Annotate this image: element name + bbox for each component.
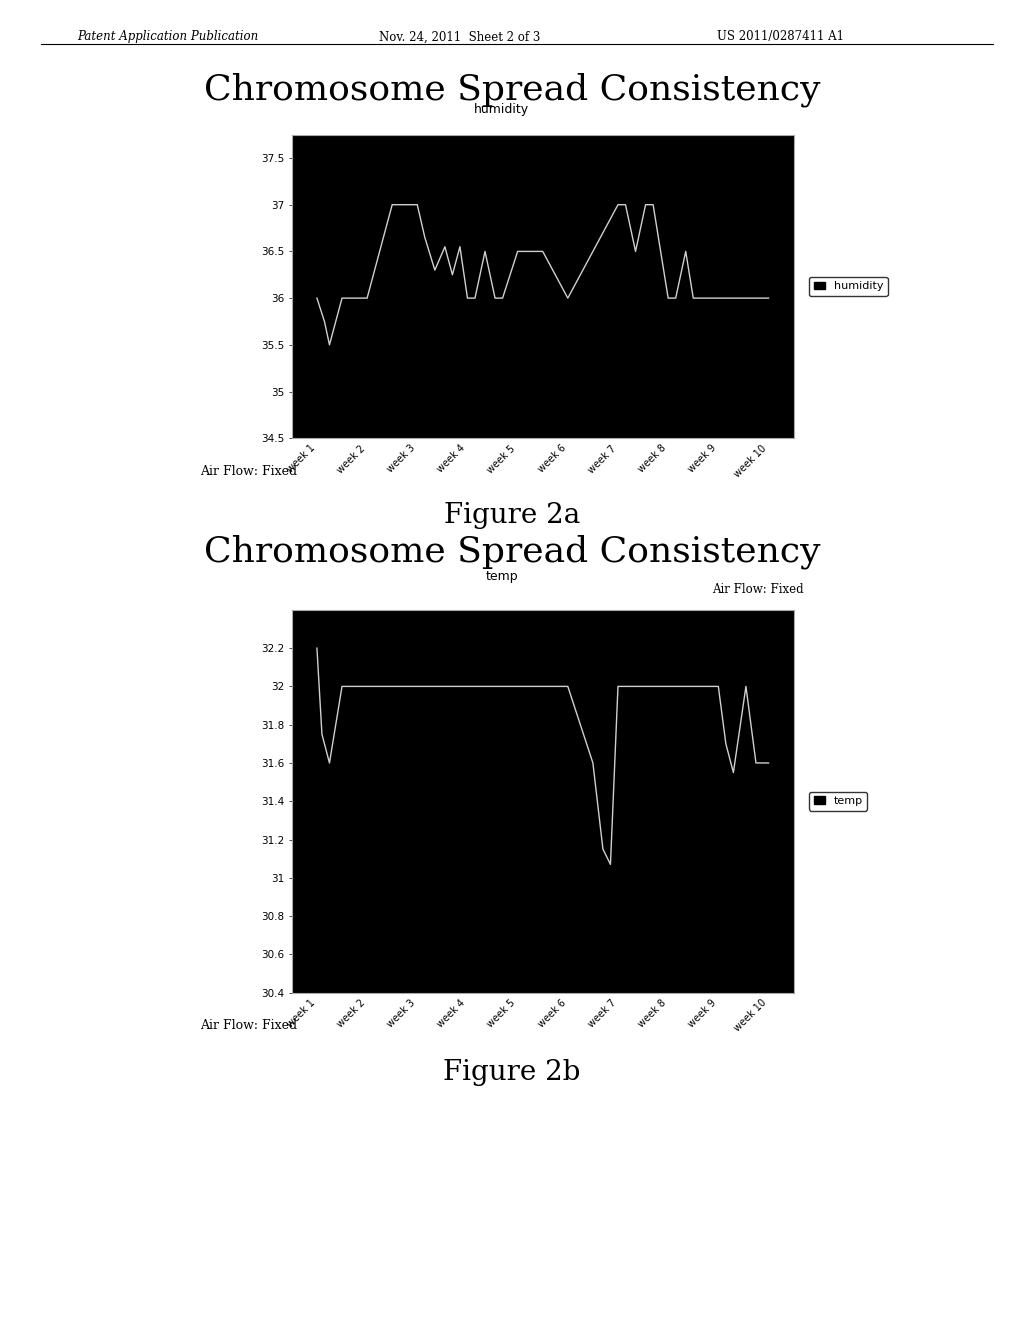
Text: humidity: humidity [474,103,529,116]
Text: Chromosome Spread Consistency: Chromosome Spread Consistency [204,535,820,569]
Text: Air Flow: Fixed: Air Flow: Fixed [713,583,804,597]
Legend: temp: temp [809,792,867,810]
Text: Air Flow: Fixed: Air Flow: Fixed [200,1019,297,1032]
Legend: humidity: humidity [809,277,888,296]
Text: Patent Application Publication: Patent Application Publication [77,30,258,44]
Text: Air Flow: Fixed: Air Flow: Fixed [200,465,297,478]
Text: temp: temp [485,570,518,583]
Text: Figure 2a: Figure 2a [443,502,581,528]
Text: US 2011/0287411 A1: US 2011/0287411 A1 [717,30,844,44]
Text: Chromosome Spread Consistency: Chromosome Spread Consistency [204,73,820,107]
Text: Nov. 24, 2011  Sheet 2 of 3: Nov. 24, 2011 Sheet 2 of 3 [379,30,541,44]
Text: Figure 2b: Figure 2b [443,1059,581,1085]
